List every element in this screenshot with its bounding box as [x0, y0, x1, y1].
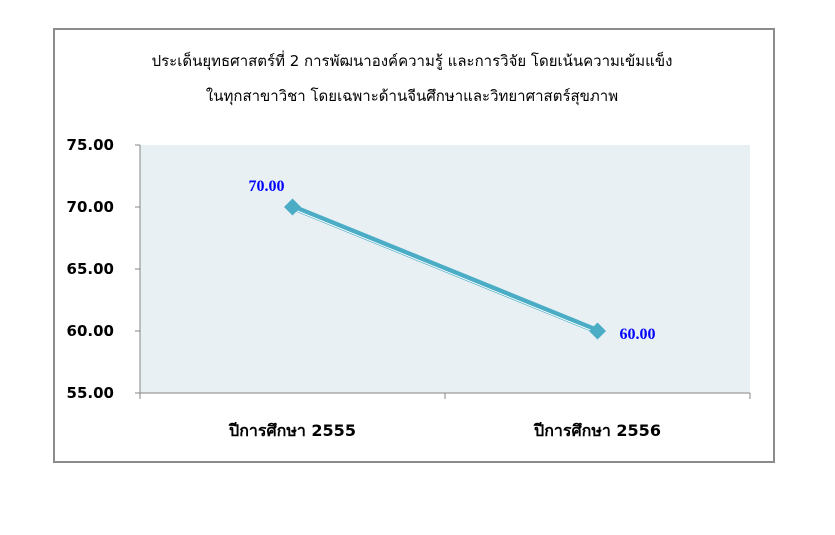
y-tick-label: 70.00	[67, 198, 114, 216]
x-tick-label: ปีการศึกษา 2555	[228, 421, 356, 440]
y-tick-label: 75.00	[67, 136, 114, 154]
chart-frame	[53, 28, 775, 463]
chart-title-line-1: ประเด็นยุทธศาสตร์ที่ 2 การพัฒนาองค์ความร…	[152, 50, 673, 71]
chart-title-line-2: ในทุกสาขาวิชา โดยเฉพาะด้านจีนศึกษาและวิท…	[206, 87, 618, 106]
data-point-marker	[284, 198, 301, 216]
y-tick-label: 65.00	[67, 260, 114, 278]
data-point-marker	[589, 322, 606, 340]
series-line	[291, 204, 599, 334]
series-line-highlight	[292, 208, 598, 334]
data-label: 70.00	[249, 178, 285, 195]
y-tick-label: 55.00	[67, 384, 114, 402]
y-tick-label: 60.00	[67, 322, 114, 340]
x-tick-label: ปีการศึกษา 2556	[533, 421, 661, 440]
data-label: 60.00	[620, 326, 656, 343]
